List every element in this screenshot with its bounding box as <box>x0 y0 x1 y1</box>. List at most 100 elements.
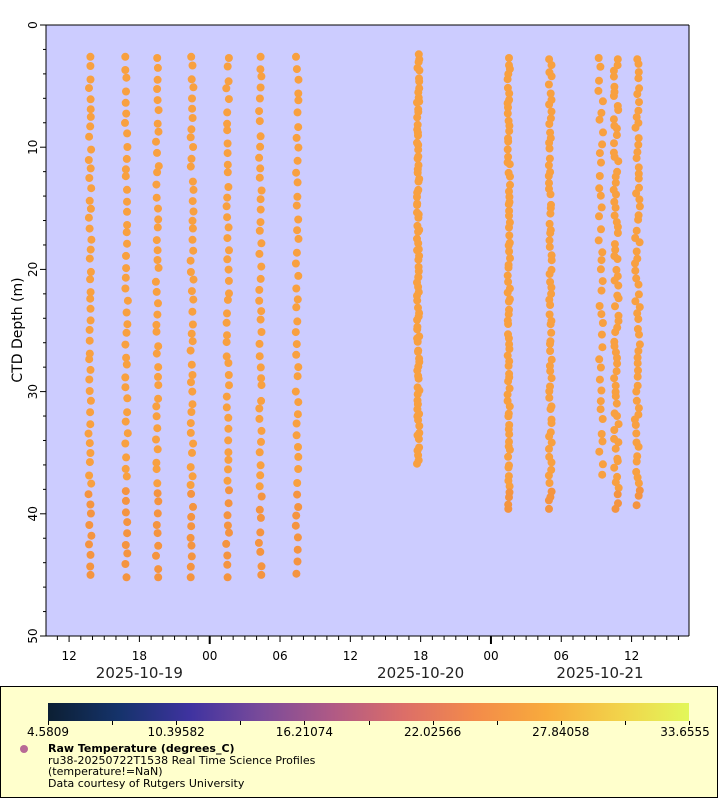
data-point <box>545 120 554 128</box>
data-point <box>256 513 265 522</box>
data-point <box>547 72 556 81</box>
data-point <box>632 501 641 510</box>
data-point <box>121 383 130 392</box>
data-point <box>187 408 196 416</box>
data-point <box>153 168 162 177</box>
data-point <box>595 302 604 310</box>
data-point <box>293 226 302 235</box>
data-point <box>187 287 196 296</box>
data-point <box>504 412 513 421</box>
data-point <box>122 472 131 481</box>
data-point <box>292 284 301 293</box>
data-point <box>413 193 421 201</box>
data-point <box>614 420 623 429</box>
data-point <box>122 87 130 96</box>
data-point <box>634 134 643 143</box>
data-point <box>222 202 231 211</box>
data-point <box>505 223 513 232</box>
colorbar-tick-mark <box>560 721 562 725</box>
data-point <box>292 65 301 74</box>
data-point <box>614 438 623 447</box>
data-point <box>189 143 198 151</box>
data-point <box>187 512 196 521</box>
data-point <box>121 98 130 107</box>
data-point <box>255 404 264 413</box>
data-point <box>122 360 131 369</box>
data-point <box>153 246 162 255</box>
data-point <box>86 275 95 284</box>
data-point <box>85 439 94 448</box>
data-point <box>86 396 95 405</box>
data-point <box>292 52 300 61</box>
data-point <box>414 435 423 443</box>
data-point <box>597 225 605 234</box>
y-tick-label: 0 <box>26 21 40 29</box>
legend-title: Raw Temperature (degrees_C) <box>48 742 235 755</box>
data-point <box>255 107 264 116</box>
data-point <box>154 215 163 224</box>
data-point <box>86 316 95 325</box>
data-point <box>257 374 266 383</box>
data-point <box>188 235 197 244</box>
data-point <box>188 224 197 233</box>
data-point <box>595 184 604 193</box>
data-point <box>546 405 555 414</box>
data-point <box>634 280 643 289</box>
data-point <box>256 65 265 74</box>
data-point <box>294 271 303 280</box>
data-point <box>152 458 161 467</box>
data-point <box>85 132 94 141</box>
data-point <box>598 277 607 286</box>
data-point <box>634 68 643 77</box>
data-point <box>255 285 264 294</box>
data-point <box>123 221 132 229</box>
data-point <box>224 265 233 274</box>
data-point <box>187 360 196 369</box>
data-point <box>152 402 161 411</box>
data-point <box>506 254 514 263</box>
data-point <box>186 573 195 582</box>
data-point <box>153 479 162 488</box>
data-point <box>634 366 642 375</box>
data-point <box>594 54 603 62</box>
data-point <box>546 339 554 348</box>
data-point <box>414 177 423 186</box>
data-point <box>188 371 197 379</box>
data-point <box>186 428 195 437</box>
data-point <box>223 521 232 530</box>
data-point <box>597 430 606 438</box>
legend-marker-icon <box>20 745 28 753</box>
data-point <box>545 387 554 396</box>
data-point <box>256 164 265 173</box>
data-point <box>86 288 95 297</box>
data-point <box>294 96 303 105</box>
data-point <box>631 123 640 132</box>
data-point <box>153 63 162 72</box>
data-point <box>632 457 641 466</box>
depth-time-scatter-chart: 0 10 20 30 40 50 12 18 00 06 12 18 00 06 12 2025-10-19… <box>10 21 690 682</box>
data-point <box>293 533 302 542</box>
data-point <box>224 499 233 508</box>
data-point <box>545 219 554 228</box>
data-point <box>504 241 513 250</box>
data-point <box>86 562 95 571</box>
data-point <box>87 479 96 488</box>
data-point <box>294 363 303 372</box>
data-point <box>293 156 302 165</box>
data-point <box>85 375 94 384</box>
data-point <box>121 508 130 517</box>
data-point <box>256 132 265 141</box>
data-point <box>635 238 644 247</box>
data-point <box>293 557 302 566</box>
data-point <box>223 309 231 318</box>
data-point <box>188 216 197 225</box>
data-point <box>85 224 94 233</box>
data-point <box>504 277 513 286</box>
data-point <box>85 196 94 205</box>
data-point <box>598 319 607 327</box>
data-point <box>186 481 195 489</box>
y-tick-label: 20 <box>26 262 40 277</box>
data-point <box>225 486 233 495</box>
data-point <box>123 320 132 329</box>
data-point <box>154 372 162 381</box>
